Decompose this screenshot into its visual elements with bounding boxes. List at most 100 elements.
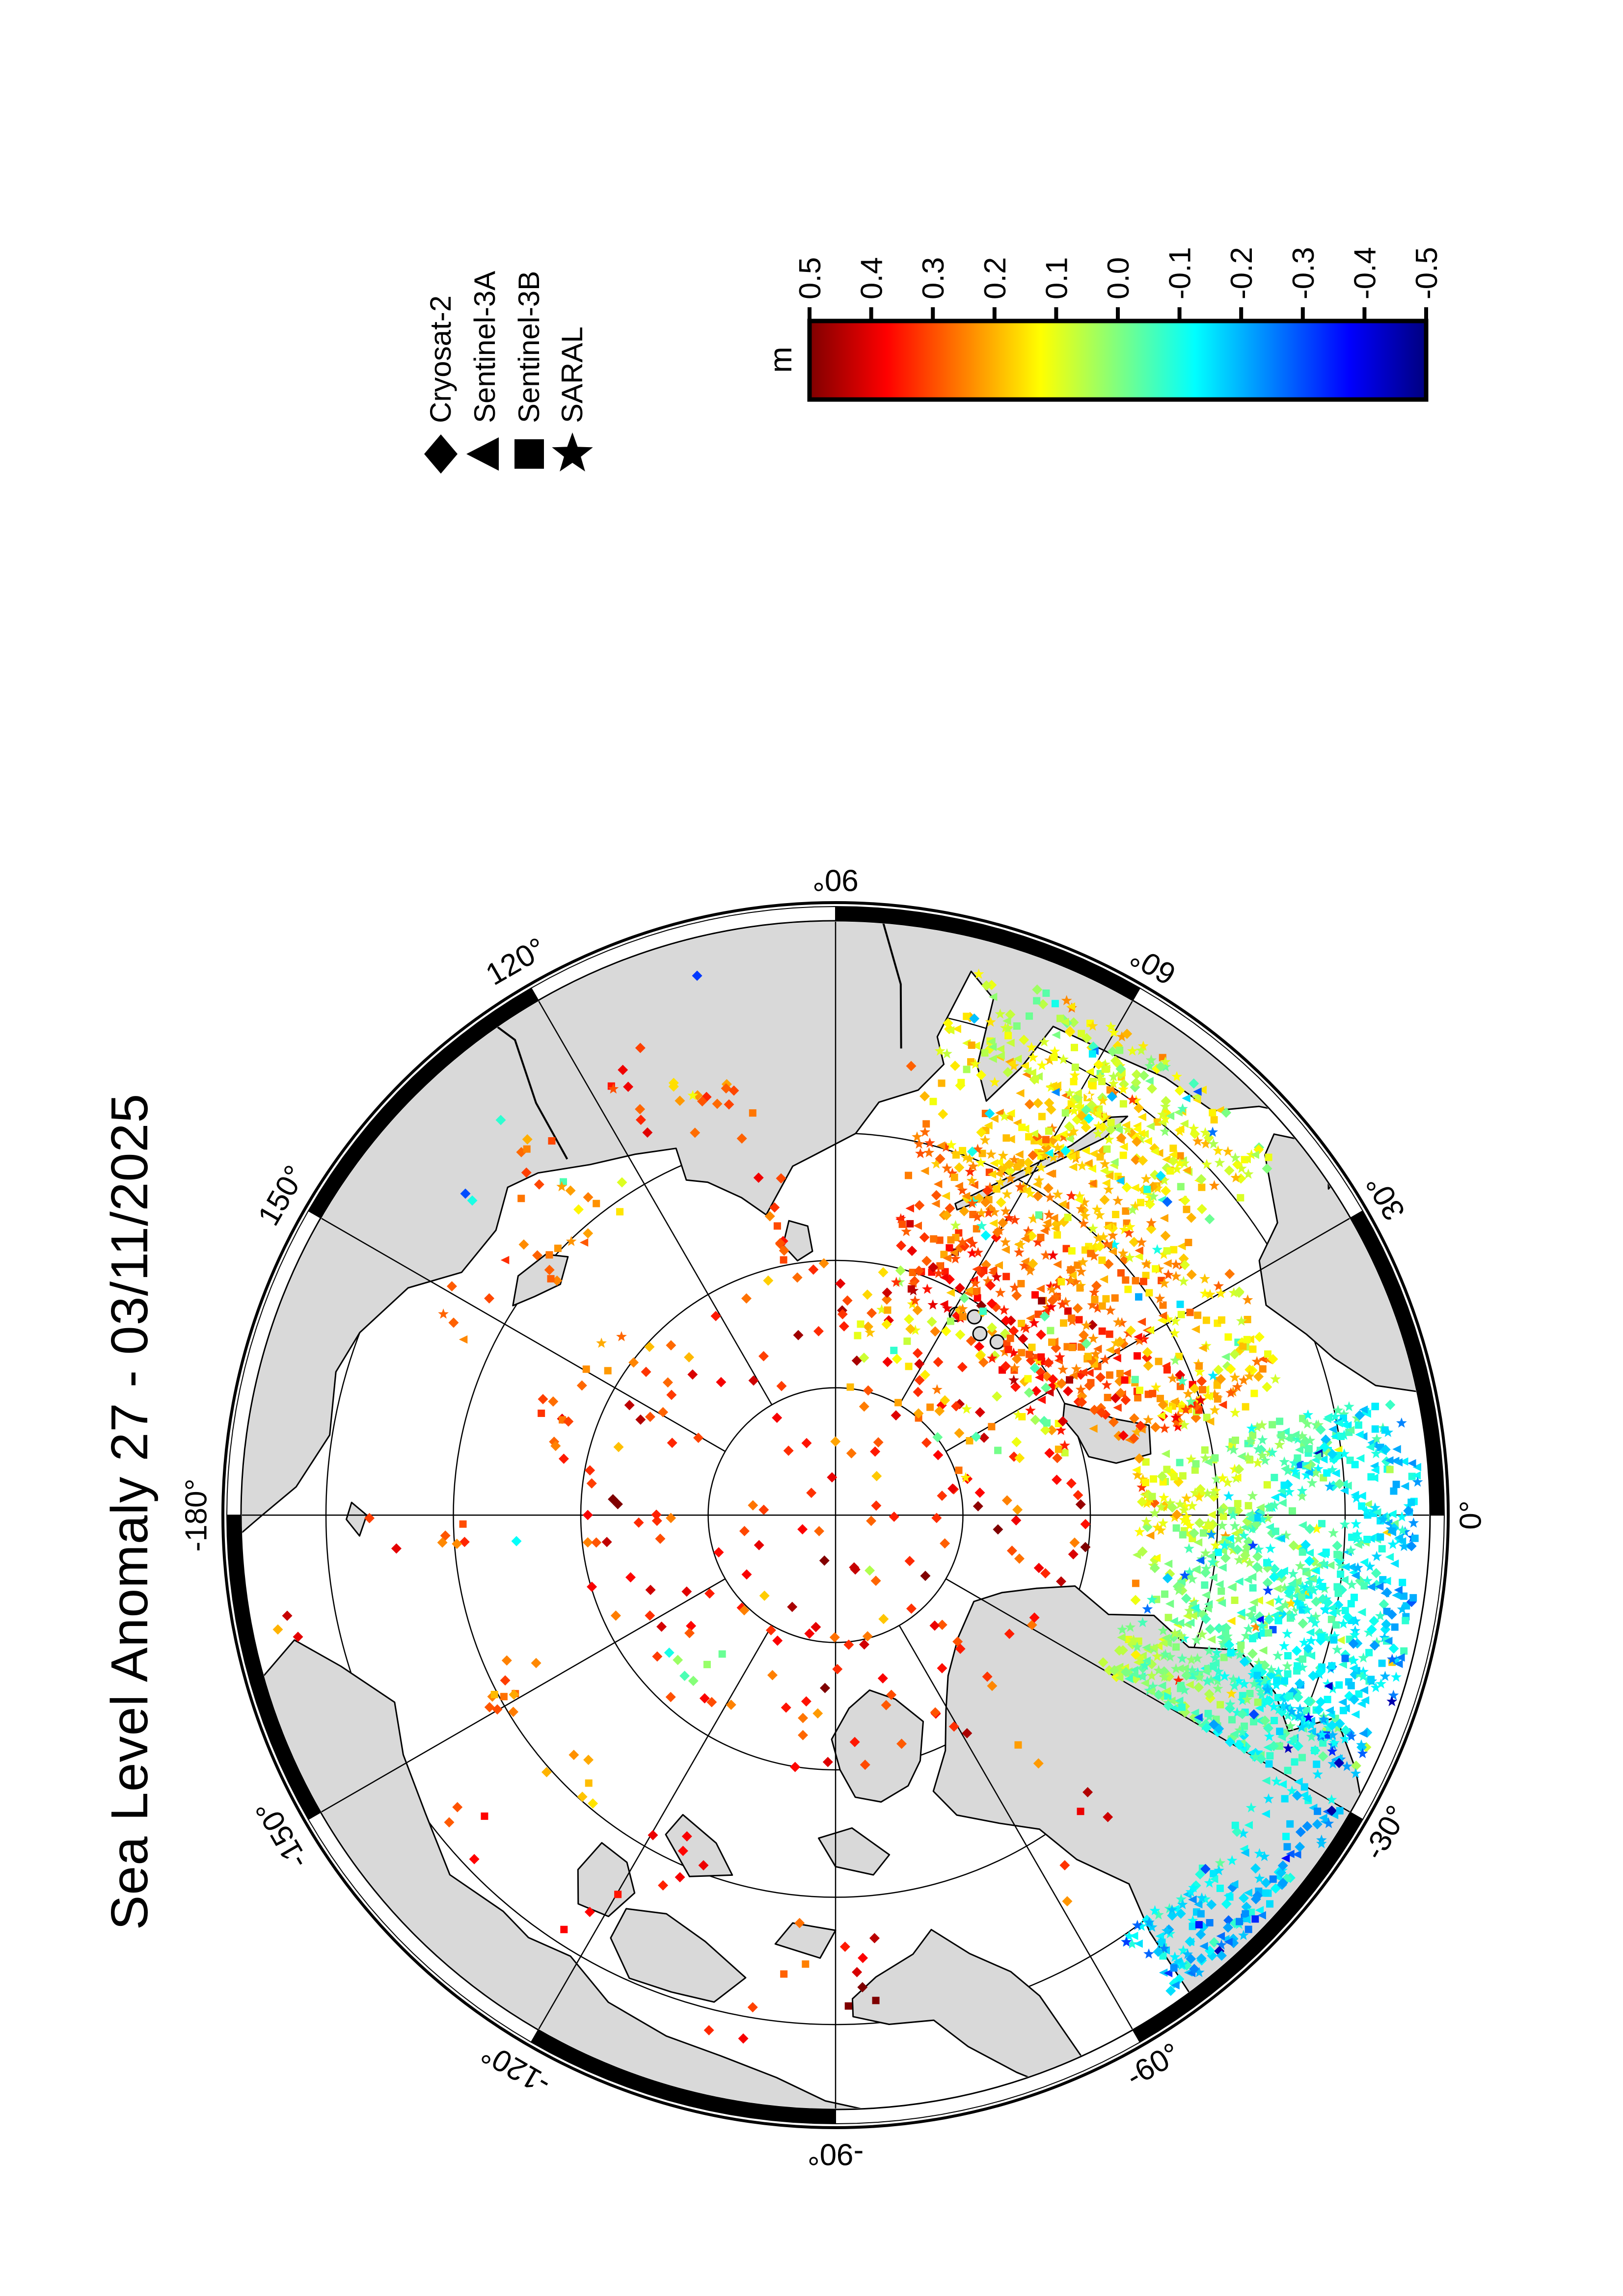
data-marker-batch	[991, 1271, 1002, 1282]
data-marker-batch	[1324, 1682, 1333, 1690]
data-marker-batch	[1357, 1748, 1368, 1759]
land-melville	[665, 1814, 733, 1877]
data-marker-batch	[1161, 1633, 1205, 1682]
data-marker-batch	[1194, 1713, 1203, 1722]
data-marker-batch	[1289, 1457, 1300, 1468]
longitude-label: 30°	[1359, 1169, 1412, 1226]
diamond-icon	[424, 434, 458, 474]
data-marker-batch	[1386, 1696, 1398, 1707]
data-marker-batch	[713, 1268, 1184, 1558]
data-marker-batch	[1072, 1102, 1082, 1111]
data-marker-batch	[624, 1400, 635, 1411]
data-marker-batch	[1193, 1538, 1250, 1561]
data-marker-batch	[692, 970, 703, 981]
data-marker-batch	[1326, 1805, 1337, 1816]
data-marker-batch	[686, 1291, 1039, 1631]
data-marker-batch	[1262, 1585, 1273, 1596]
colorbar-tick-label: 0.4	[855, 257, 889, 299]
data-marker-batch	[1211, 1440, 1308, 1732]
data-marker-batch	[1184, 1605, 1195, 1616]
data-marker-batch	[1279, 1447, 1391, 1659]
data-marker-batch	[1302, 1821, 1313, 1832]
data-marker-batch	[1228, 1650, 1283, 1724]
data-marker-batch	[839, 1941, 850, 1952]
data-marker-batch	[1256, 1503, 1265, 1512]
data-marker-batch	[882, 1357, 893, 1367]
data-marker-batch	[614, 1283, 933, 1898]
data-marker-batch	[282, 1610, 293, 1621]
data-marker-batch	[1163, 1366, 1171, 1374]
data-marker-batch	[1068, 1155, 1148, 1172]
data-marker-batch	[1180, 1404, 1191, 1415]
colorbar-gradient	[807, 319, 1429, 402]
frame-outer-circle	[221, 901, 1450, 2129]
land-sevz	[782, 1220, 813, 1262]
data-marker-batch	[1326, 1746, 1338, 1756]
legend-item-cryosat-2: Cryosat-2	[424, 295, 458, 474]
data-marker-batch	[601, 1537, 612, 1548]
data-marker-batch	[1375, 1582, 1384, 1591]
data-marker-batch	[1202, 1577, 1273, 1764]
data-marker-batch	[1216, 1950, 1227, 1961]
land-eurasia	[242, 922, 1429, 1635]
data-marker-batch	[596, 1146, 1163, 1365]
data-marker-batch	[1087, 1320, 1098, 1331]
data-marker-batch	[610, 1378, 1067, 1621]
data-marker-batch	[1303, 1711, 1314, 1722]
land-america	[242, 1639, 969, 2109]
meridian-line	[538, 1000, 773, 1405]
data-marker-batch	[1207, 1126, 1218, 1137]
colorbar-tick-label: 0.1	[1040, 257, 1074, 299]
data-marker-batch	[1189, 1964, 1200, 1975]
data-marker-batch	[1146, 1922, 1158, 1932]
data-marker-batch	[1195, 1921, 1203, 1929]
colorbar-ticks: 0.5 0.4 0.3 0.2 0.1 0.0 -0.1 -0.2 -0.3 -0.4 -0.5	[793, 247, 1444, 320]
meridian-line	[320, 1578, 726, 1813]
data-marker-batch	[1195, 1394, 1206, 1405]
data-marker-batch	[1134, 1333, 1142, 1341]
data-marker-batch	[801, 1696, 812, 1707]
colorbar-unit-label: m	[763, 347, 798, 373]
land-banks	[577, 1842, 636, 1918]
legend-item-label: SARAL	[556, 326, 589, 423]
data-marker-batch	[591, 1537, 602, 1548]
data-markers	[272, 968, 1423, 2044]
data-marker-batch	[658, 1286, 1006, 1422]
data-marker-batch	[1046, 1284, 1124, 1378]
data-marker-batch	[787, 1355, 862, 1612]
land-franz-josef	[967, 1309, 982, 1325]
data-marker-batch	[1200, 1864, 1211, 1874]
data-marker-batch	[1157, 1174, 1229, 1514]
data-marker-batch	[1133, 1352, 1141, 1360]
legend-item-sentinel-3b: Sentinel-3B	[513, 271, 545, 469]
data-marker-batch	[1169, 1628, 1181, 1638]
data-marker-batch	[1037, 1353, 1058, 1385]
data-marker-batch	[1144, 1917, 1155, 1927]
page-title: Sea Level Anomaly 27 - 03/11/2025	[101, 1094, 159, 1930]
data-marker-batch	[1080, 1519, 1091, 1529]
data-marker-batch	[1143, 1948, 1154, 1959]
data-marker-batch	[1296, 1461, 1304, 1468]
data-marker-batch	[1132, 1920, 1143, 1930]
colorbar-tick-label: 0.3	[917, 257, 950, 299]
data-marker-batch	[928, 1262, 939, 1273]
data-marker-batch	[1005, 1057, 1139, 1387]
land-franz-josef	[972, 1326, 988, 1341]
data-marker-batch	[1248, 1709, 1259, 1720]
longitude-label: 90°	[812, 863, 859, 897]
data-marker-batch	[1411, 1534, 1419, 1542]
satellite-legend: Cryosat-2 Sentinel-3A Sentinel-3B SARAL	[424, 271, 593, 474]
data-marker-batch	[1394, 1533, 1404, 1542]
colorbar-tick-label: -0.2	[1225, 247, 1259, 299]
data-marker-batch	[946, 1064, 1182, 1414]
land-svalbard	[1062, 1403, 1152, 1464]
data-marker-batch	[881, 1319, 892, 1330]
data-marker-batch	[1341, 1655, 1349, 1662]
data-marker-batch	[1075, 1316, 1083, 1324]
data-marker-batch	[822, 1757, 833, 1767]
longitude-label: -90°	[808, 2137, 864, 2171]
data-marker-batch	[1170, 1964, 1178, 1972]
colorbar-tick-label: 0.2	[978, 257, 1012, 299]
data-marker-batch	[754, 1299, 939, 1550]
data-marker-batch	[793, 1330, 804, 1340]
